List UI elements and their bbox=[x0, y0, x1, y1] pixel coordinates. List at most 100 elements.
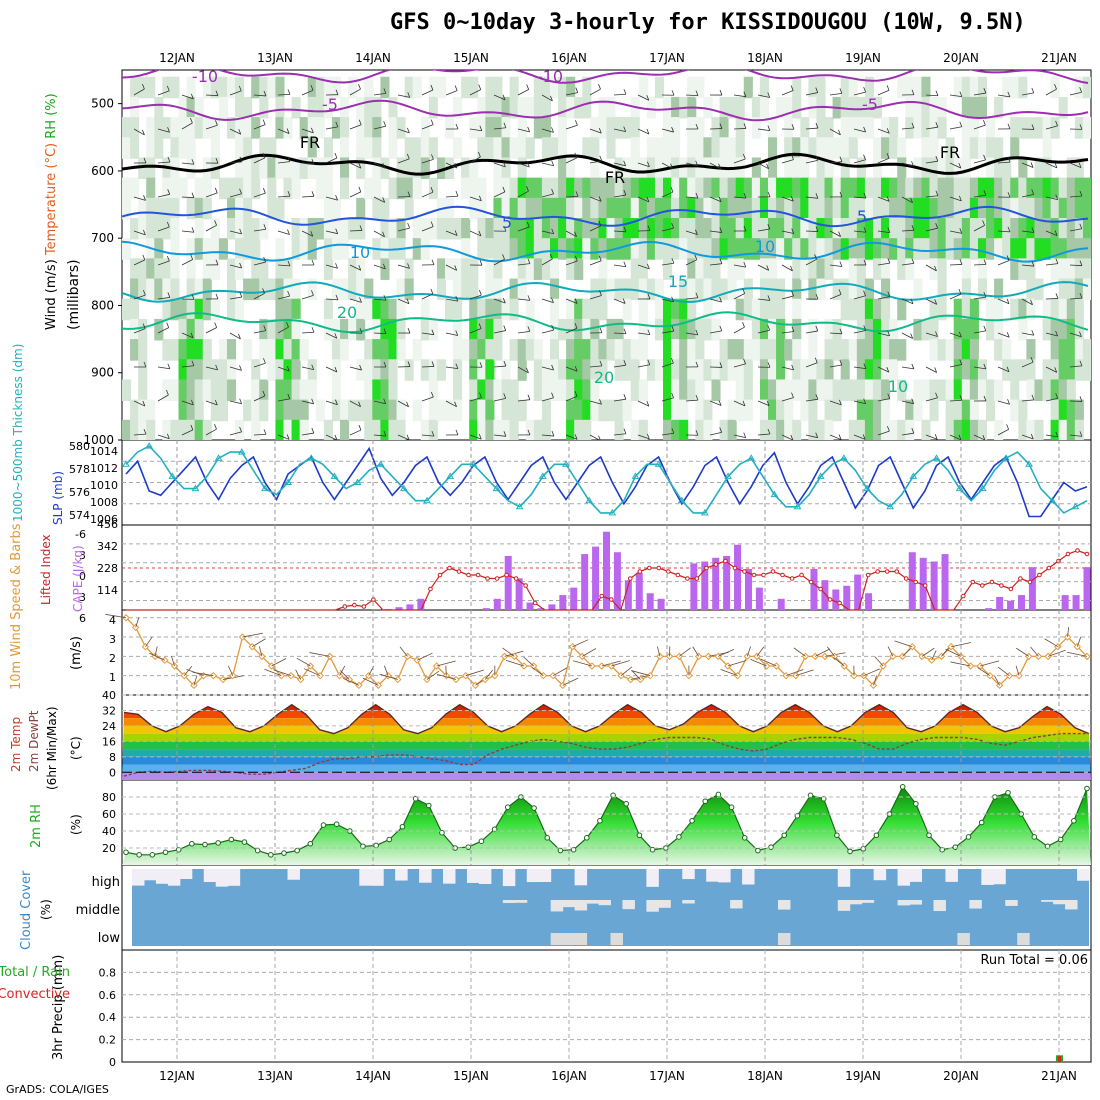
rh-point bbox=[965, 834, 972, 840]
wind-barb-flag bbox=[383, 398, 387, 404]
rh-shade-cell bbox=[768, 399, 778, 422]
rh-shade-cell bbox=[202, 359, 212, 381]
rh-shade-cell bbox=[364, 359, 374, 381]
rh-shade-cell bbox=[549, 339, 560, 361]
wind-barb bbox=[301, 162, 314, 165]
rh-shade-cell bbox=[501, 177, 511, 200]
rh-point bbox=[847, 848, 853, 855]
rh-shade-cell bbox=[493, 298, 503, 321]
wind-barb bbox=[733, 264, 746, 268]
rh-shade-cell bbox=[299, 419, 309, 440]
thickness-point bbox=[631, 472, 640, 479]
cape-bar bbox=[417, 598, 425, 610]
temp-band bbox=[122, 733, 1091, 742]
rh-shade-cell bbox=[259, 379, 269, 402]
rh-shade-cell bbox=[614, 117, 624, 139]
wind-barb-flag bbox=[791, 364, 795, 371]
wind-barb bbox=[181, 332, 194, 339]
rh-shade-cell bbox=[1050, 258, 1060, 280]
wind-barb-flag bbox=[1079, 190, 1083, 197]
rh-shade-cell bbox=[897, 298, 907, 321]
rh-point bbox=[741, 835, 748, 841]
rh-shade-cell bbox=[356, 96, 366, 119]
rh-shade-cell bbox=[259, 137, 269, 159]
wind-barb bbox=[709, 400, 722, 406]
rh-shade-cell bbox=[243, 218, 253, 240]
rh-shade-cell bbox=[937, 197, 947, 220]
rh-shade-cell bbox=[856, 419, 866, 440]
rh-shade-cell bbox=[824, 339, 834, 361]
temp-tick: 24 bbox=[102, 720, 116, 733]
rh-shade-cell bbox=[243, 157, 253, 180]
wind-barb-flag bbox=[190, 332, 194, 338]
rh-shade-cell bbox=[687, 177, 697, 200]
rh-shade-cell bbox=[913, 96, 923, 119]
isotherm-label: 10 bbox=[888, 377, 908, 396]
wind-barb-flag bbox=[959, 259, 963, 265]
rh-shade-cell bbox=[533, 379, 543, 402]
rh-shade-cell bbox=[969, 339, 979, 361]
rh-shade-cell bbox=[323, 157, 333, 180]
rh-shade-cell bbox=[840, 177, 850, 200]
wind-barb bbox=[397, 94, 410, 98]
wind-barb-flag bbox=[407, 191, 411, 197]
rh-shade-cell bbox=[679, 278, 689, 301]
wind-barb-flag bbox=[767, 125, 771, 131]
rh-shade-cell bbox=[840, 339, 850, 361]
lifted-index-point bbox=[980, 583, 985, 588]
rh-shade-cell bbox=[130, 339, 140, 361]
wind-barb bbox=[1045, 196, 1058, 200]
wind-barb bbox=[973, 124, 986, 130]
rh-shade-cell bbox=[590, 157, 600, 180]
rh-shade-cell bbox=[646, 238, 656, 260]
rh-shade-cell bbox=[1010, 258, 1020, 280]
rh-shade-cell bbox=[921, 76, 931, 99]
wind-barb bbox=[781, 159, 794, 164]
rh-shade-cell bbox=[146, 177, 156, 200]
rh-shade-cell bbox=[663, 238, 673, 260]
lifted-index-axis-title: Lifted Index bbox=[39, 534, 53, 605]
wind-tick: 2 bbox=[109, 652, 116, 665]
wind-barb bbox=[829, 434, 842, 440]
rh-shade-cell bbox=[210, 379, 220, 402]
rh-shade-cell bbox=[727, 258, 737, 280]
wind-barb bbox=[781, 196, 794, 202]
wind-barb bbox=[565, 366, 578, 372]
rh-shade-cell bbox=[226, 339, 237, 361]
wind-barb-flag bbox=[695, 395, 699, 401]
wind-barb-flag bbox=[791, 326, 795, 332]
rh-shade-cell bbox=[283, 379, 293, 402]
wind-barb-flag bbox=[310, 85, 314, 91]
wind-barb-flag bbox=[479, 392, 482, 398]
rh-shade-cell bbox=[840, 218, 850, 240]
rh-shade-cell bbox=[356, 197, 366, 220]
wind-barb-flag bbox=[431, 361, 435, 367]
wind-barb-flag bbox=[359, 364, 362, 371]
wind-barb bbox=[661, 227, 674, 232]
wind-barb bbox=[685, 94, 699, 97]
rh-shade-cell bbox=[824, 359, 834, 381]
wind-barb-flag bbox=[863, 227, 867, 233]
rh-shade-cell bbox=[1074, 278, 1084, 301]
rh-shade-cell bbox=[816, 419, 826, 440]
rh-shade-cell bbox=[679, 399, 689, 422]
isotherm-label: 10 bbox=[350, 243, 370, 262]
wind-barb bbox=[541, 162, 554, 167]
rh-shade-cell bbox=[412, 399, 422, 422]
rh-shade-cell bbox=[210, 117, 220, 139]
rh-shade-cell bbox=[848, 218, 858, 240]
wind-barb bbox=[349, 191, 362, 198]
rh-shade-cell bbox=[453, 298, 463, 321]
wind-barb-flag bbox=[191, 192, 195, 198]
wind-barb-flag bbox=[815, 294, 819, 300]
wind-barb-flag bbox=[286, 365, 290, 372]
thickness-point bbox=[330, 472, 339, 479]
wind-barb-10m bbox=[145, 636, 153, 647]
wind-barb-flag bbox=[167, 156, 171, 163]
precip-legend-total: Total / Rain bbox=[0, 965, 70, 980]
wind-barb-flag bbox=[743, 225, 747, 232]
rh-shade-cell bbox=[453, 359, 463, 381]
rh-shade-cell bbox=[590, 117, 600, 139]
wind-speed-point bbox=[1073, 642, 1081, 651]
wind-barb-flag bbox=[791, 124, 795, 130]
